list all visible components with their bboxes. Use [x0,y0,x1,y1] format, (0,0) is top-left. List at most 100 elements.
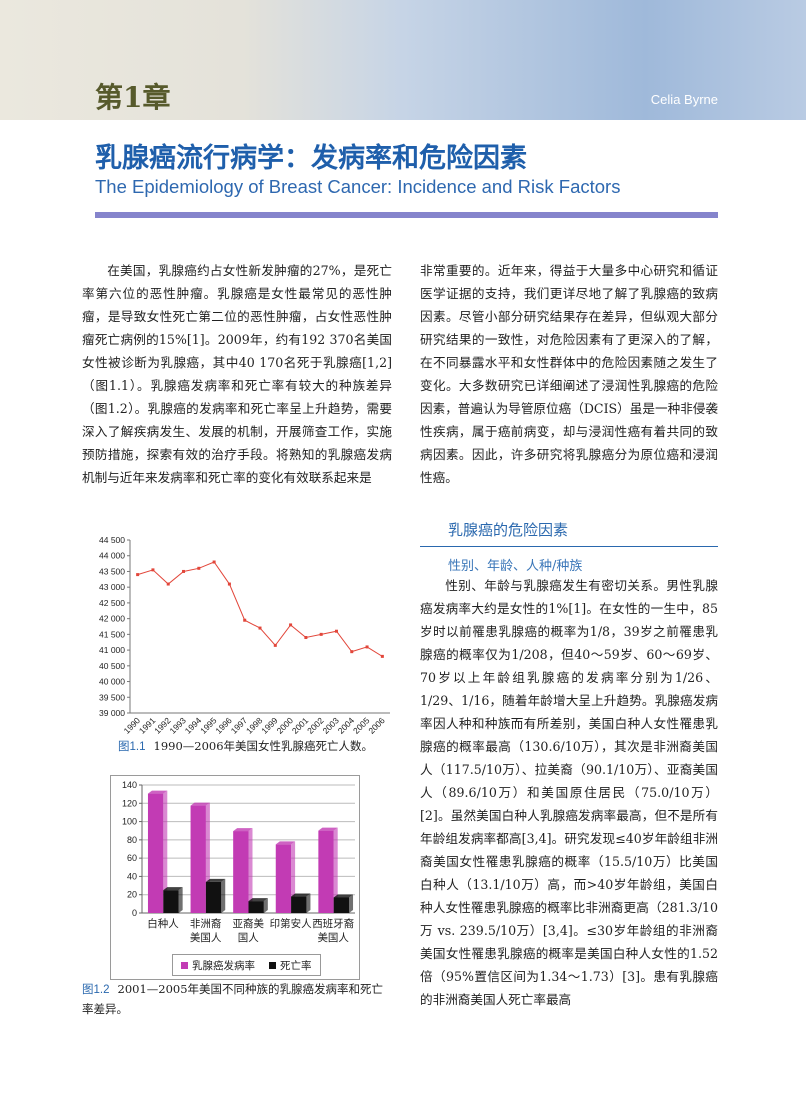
legend-entry: 乳腺癌发病率 [181,958,255,973]
y-tick-label: 120 [122,798,137,808]
bar [205,878,226,913]
bar-top [248,898,268,902]
point-marker [197,566,201,570]
point-marker [136,573,140,577]
bar-side [349,894,354,913]
bar [163,887,183,913]
y-tick-label: 40 000 [99,677,125,687]
legend-entry: 死亡率 [269,958,312,973]
chapter-number: 第1章 [95,81,171,114]
x-tick-label: 西班牙裔美国人 [312,918,355,944]
figure-label: 图1.1 [118,741,146,753]
bar [147,790,168,913]
figure-caption: 图1.2 2001—2005年美国不同种族的乳腺癌发病率和死亡率差异。 [82,980,394,1019]
chapter-title: 乳腺癌流行病学：发病率和危险因素 [95,143,527,174]
bar-side [333,827,338,913]
y-tick-label: 20 [127,890,137,900]
bar-side [306,893,311,913]
point-marker [289,623,293,627]
point-marker [350,650,354,654]
bar-top [291,893,311,897]
chart-frame [110,775,360,980]
figure-label: 图1.2 [82,984,110,996]
y-tick-label: 100 [122,817,137,827]
y-tick-label: 44 500 [99,535,125,545]
bar-face [291,896,307,913]
line-chart: 39 000 39 500 40 000 40 500 41 000 41 500 42 0… [99,535,390,735]
line [137,561,383,657]
header-band [0,0,806,120]
bar-face [163,890,179,913]
x-tick-label: 亚裔美国人 [232,918,265,944]
bar-side [248,828,253,913]
y-tick-label: 44 000 [99,551,125,561]
point-marker [212,560,216,564]
point-marker [182,569,186,573]
bar-side [178,887,183,913]
y-tick-label: 43 000 [99,582,125,592]
heading-rule [420,546,718,547]
legend: 乳腺癌发病率 死亡率 [172,954,321,976]
bar-face [233,831,249,913]
y-tick-label: 41 000 [99,645,125,655]
bar-face [248,901,264,913]
y-tick-label: 60 [127,853,137,863]
author: Celia Byrne [650,92,718,107]
point-marker [380,654,384,658]
y-tick-label: 40 [127,871,137,881]
y-tick-label: 40 500 [99,661,125,671]
bar-top [275,841,296,845]
bar [291,893,311,913]
y-tick-label: 42 500 [99,598,125,608]
point-marker [227,582,231,586]
legend-swatch [181,961,188,969]
bar-face [275,844,292,913]
bar-face [318,830,334,913]
bar-face [190,805,206,913]
caption-text: 1990—2006年美国女性乳腺癌死亡人数。 [153,739,374,753]
x-tick-label: 白种人 [147,918,179,930]
bar-face [205,881,222,913]
point-marker [151,568,155,572]
bar-face [333,897,350,913]
legend-swatch [269,961,276,969]
point-marker [334,629,338,633]
y-tick-label: 39 000 [99,708,125,718]
bar-side [221,878,226,913]
point-marker [304,636,308,640]
bar-top [190,802,210,806]
point-marker [273,643,277,647]
y-tick-label: 39 500 [99,692,125,702]
bar [248,898,268,913]
bar-top [233,828,253,832]
bar [233,828,253,913]
point-marker [243,618,247,622]
bar-top [333,894,354,898]
point-marker [258,626,262,630]
y-tick-label: 0 [132,908,137,918]
x-tick-label: 2006 [366,715,387,735]
legend-label: 死亡率 [280,959,312,972]
bar-top [205,878,226,882]
subsection-heading: 性别、年龄、人种/种族 [448,559,583,574]
bar-face [147,793,164,913]
y-tick-label: 42 000 [99,614,125,624]
x-tick-label: 非洲裔美国人 [189,918,222,944]
bar-chart: 0 20 40 60 80 100 120 140 [122,780,355,918]
bar-top [163,887,183,891]
bar-side [163,790,168,913]
x-tick-label: 印第安人 [269,918,312,930]
bar [333,894,354,913]
paragraph: 性别、年龄与乳腺癌发生有密切关系。男性乳腺癌发病率大约是女性的1%[1]。在女性… [420,578,718,1007]
y-tick-label: 41 500 [99,629,125,639]
y-tick-label: 140 [122,780,137,790]
point-marker [319,632,323,636]
bar-top [318,827,338,831]
y-tick-label: 80 [127,835,137,845]
bar-side [263,898,268,913]
point-marker [365,645,369,649]
paragraph: 非常重要的。近年来，得益于大量多中心研究和循证医学证据的支持，我们更详尽地了解了… [420,263,718,485]
section-heading: 乳腺癌的危险因素 [448,521,569,539]
caption-text: 2001—2005年美国不同种族的乳腺癌发病率和死亡率差异。 [82,982,384,1016]
